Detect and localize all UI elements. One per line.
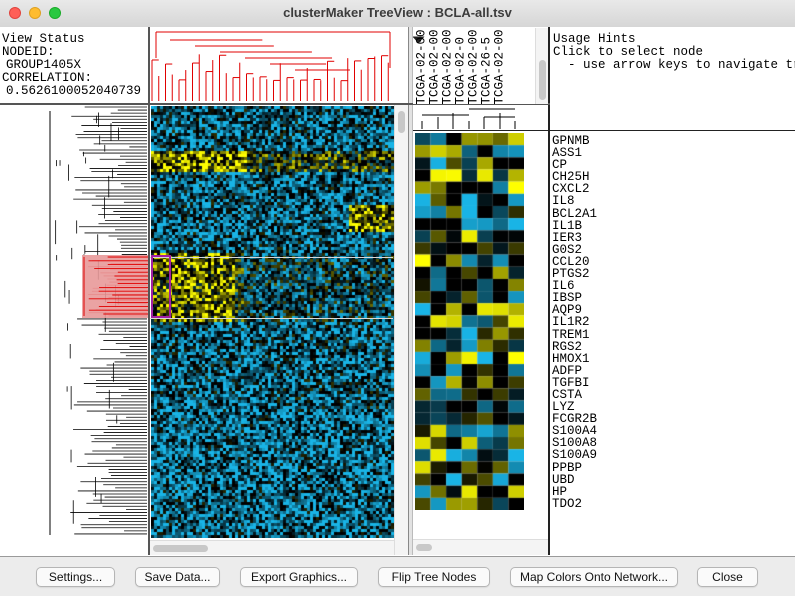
gene-name[interactable]: GPNMB xyxy=(552,134,590,148)
zoom-window-icon[interactable] xyxy=(49,7,61,19)
zoom-array-tree-panel[interactable] xyxy=(413,105,548,130)
gene-name[interactable]: IER3 xyxy=(552,230,583,245)
nodeid-label: NODEID: xyxy=(2,45,55,59)
view-status-panel: View Status NODEID: GROUP1405X CORRELATI… xyxy=(0,28,148,103)
gene-name[interactable]: FCGR2B xyxy=(552,412,598,427)
gene-name[interactable]: PPBP xyxy=(552,460,583,475)
divider-v3[interactable] xyxy=(548,27,550,555)
gene-name[interactable]: HMOX1 xyxy=(552,351,590,366)
title-bar: clusterMaker TreeView : BCLA-all.tsv xyxy=(0,0,795,28)
zoom-heatmap-panel[interactable] xyxy=(413,131,548,555)
correlation-value: 0.5626100052040739 xyxy=(6,84,142,98)
map-colors-button[interactable]: Map Colors Onto Network... xyxy=(510,567,678,587)
zoom-array-dendrogram[interactable] xyxy=(413,105,548,130)
usage-hint-2: - use arrow keys to navigate tree xyxy=(553,58,795,72)
gene-dendrogram[interactable] xyxy=(0,105,148,555)
array-dendrogram[interactable] xyxy=(150,28,408,103)
gene-name[interactable]: BCL2A1 xyxy=(552,206,598,221)
gene-name[interactable]: AQP9 xyxy=(552,303,583,318)
zoom-hscrollbar[interactable] xyxy=(413,539,548,555)
global-heatmap[interactable] xyxy=(151,106,394,538)
gene-name[interactable]: IBSP xyxy=(552,291,583,306)
minimize-window-icon[interactable] xyxy=(29,7,41,19)
divider-h1[interactable] xyxy=(0,103,795,105)
gene-name[interactable]: CSTA xyxy=(552,387,583,402)
selection-box xyxy=(151,255,171,318)
array-names-panel: TCGA-02-00 TCGA-02-00 TCGA-02-00 TCGA-02-0 T… xyxy=(413,28,548,104)
global-heatmap-panel[interactable] xyxy=(150,105,408,555)
flip-tree-nodes-button[interactable]: Flip Tree Nodes xyxy=(378,567,490,587)
usage-hint-1: Click to select node xyxy=(553,45,704,59)
gene-name[interactable]: S100A8 xyxy=(552,436,598,451)
gene-name[interactable]: RGS2 xyxy=(552,339,583,354)
zoom-hscroll-thumb[interactable] xyxy=(416,544,432,551)
gene-name[interactable]: S100A9 xyxy=(552,448,598,463)
gene-names-panel[interactable]: GPNMB ASS1 CP CH25H CXCL2 IL8 BCL2A1 IL1B IER3 G0… xyxy=(550,131,795,555)
gene-tree-panel[interactable] xyxy=(0,105,148,555)
zoom-heatmap[interactable] xyxy=(415,133,524,510)
view-status-title: View Status xyxy=(2,32,85,46)
gene-name[interactable]: IL6 xyxy=(552,279,575,294)
array-names-vscrollbar[interactable] xyxy=(535,28,548,104)
gene-name[interactable]: IL1R2 xyxy=(552,315,590,330)
gene-name[interactable]: CCL20 xyxy=(552,254,590,269)
global-vscrollbar[interactable] xyxy=(394,105,408,555)
gene-name[interactable]: IL1B xyxy=(552,218,583,233)
correlation-label: CORRELATION: xyxy=(2,71,93,85)
global-hscrollbar[interactable] xyxy=(150,540,394,555)
gene-name[interactable]: CXCL2 xyxy=(552,182,590,197)
gene-name[interactable]: S100A4 xyxy=(552,424,598,439)
usage-hints-title: Usage Hints xyxy=(553,32,636,46)
gene-name[interactable]: PTGS2 xyxy=(552,267,590,282)
gene-name[interactable]: IL8 xyxy=(552,194,575,209)
settings-button[interactable]: Settings... xyxy=(36,567,115,587)
gene-name[interactable]: TDO2 xyxy=(552,496,583,511)
gene-name-list: GPNMB ASS1 CP CH25H CXCL2 IL8 BCL2A1 IL1B IER3 G0… xyxy=(550,135,795,510)
gene-name[interactable]: G0S2 xyxy=(552,242,583,257)
close-button[interactable]: Close xyxy=(697,567,758,587)
gene-name[interactable]: CH25H xyxy=(552,170,590,185)
divider-v1[interactable] xyxy=(148,27,150,555)
array-name[interactable]: TCGA-02-00 xyxy=(492,29,507,104)
array-tree-panel[interactable] xyxy=(150,28,408,103)
save-data-button[interactable]: Save Data... xyxy=(135,567,220,587)
gene-name[interactable]: TGFBI xyxy=(552,375,590,390)
usage-hints-panel: Usage Hints Click to select node - use a… xyxy=(550,28,795,130)
selection-bottom-line xyxy=(150,318,393,319)
divider-h2 xyxy=(413,130,795,131)
nodeid-value: GROUP1405X xyxy=(6,58,82,72)
divider-v2[interactable] xyxy=(408,27,413,555)
gene-name[interactable]: HP xyxy=(552,484,568,499)
gene-name[interactable]: TREM1 xyxy=(552,327,590,342)
global-vscroll-thumb[interactable] xyxy=(398,111,405,133)
gene-name[interactable]: ASS1 xyxy=(552,146,583,161)
export-graphics-button[interactable]: Export Graphics... xyxy=(240,567,358,587)
array-names-vscroll-thumb[interactable] xyxy=(539,60,546,100)
gene-name[interactable]: UBD xyxy=(552,472,575,487)
global-hscroll-thumb[interactable] xyxy=(153,545,208,552)
gene-name[interactable]: LYZ xyxy=(552,400,575,415)
selection-top-line xyxy=(150,257,393,258)
close-window-icon[interactable] xyxy=(9,7,21,19)
window-title: clusterMaker TreeView : BCLA-all.tsv xyxy=(283,5,512,20)
gene-name[interactable]: ADFP xyxy=(552,363,583,378)
gene-name[interactable]: CP xyxy=(552,158,568,173)
